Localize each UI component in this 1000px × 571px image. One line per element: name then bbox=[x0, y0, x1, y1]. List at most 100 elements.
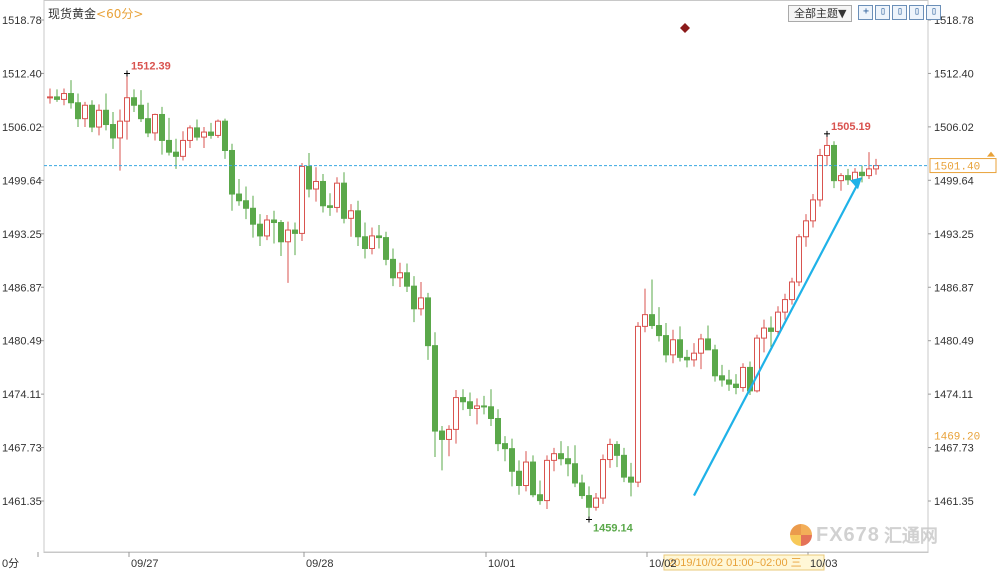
candle-body[interactable] bbox=[775, 311, 781, 332]
candle-body[interactable] bbox=[677, 339, 683, 358]
candle-body[interactable] bbox=[558, 453, 564, 460]
candle-body[interactable] bbox=[110, 124, 116, 139]
candle-body[interactable] bbox=[383, 237, 389, 260]
candle-body[interactable] bbox=[446, 428, 452, 440]
candle-body[interactable] bbox=[761, 327, 767, 339]
candle-body[interactable] bbox=[166, 139, 172, 153]
candle-body[interactable] bbox=[61, 93, 67, 100]
candle-body[interactable] bbox=[82, 104, 88, 120]
candle-body[interactable] bbox=[355, 210, 361, 238]
topic-select[interactable]: 全部主题▼ bbox=[788, 5, 853, 22]
candle-body[interactable] bbox=[754, 337, 760, 392]
candle-body[interactable] bbox=[551, 453, 557, 461]
candle-body[interactable] bbox=[628, 476, 634, 483]
candle-body[interactable] bbox=[502, 443, 508, 450]
candle-body[interactable] bbox=[712, 349, 718, 377]
candle-body[interactable] bbox=[425, 297, 431, 347]
candle-body[interactable] bbox=[670, 339, 676, 356]
candle-body[interactable] bbox=[488, 406, 494, 420]
candle-body[interactable] bbox=[824, 144, 830, 157]
settings-icon[interactable]: ▯ bbox=[926, 5, 942, 20]
candle-body[interactable] bbox=[866, 168, 872, 177]
candle-body[interactable] bbox=[215, 120, 221, 136]
candle-body[interactable] bbox=[124, 97, 130, 122]
candle-body[interactable] bbox=[537, 494, 543, 502]
candle-body[interactable] bbox=[341, 182, 347, 219]
candle-body[interactable] bbox=[621, 454, 627, 478]
candle-body[interactable] bbox=[481, 405, 487, 408]
candle-body[interactable] bbox=[768, 327, 774, 332]
candle-body[interactable] bbox=[782, 299, 788, 313]
candle-body[interactable] bbox=[236, 193, 242, 202]
candle-body[interactable] bbox=[453, 397, 459, 430]
candle-body[interactable] bbox=[418, 297, 424, 310]
candle-body[interactable] bbox=[796, 236, 802, 283]
candle-body[interactable] bbox=[334, 182, 340, 208]
candle-body[interactable] bbox=[467, 401, 473, 409]
candle-body[interactable] bbox=[222, 120, 228, 151]
candle-body[interactable] bbox=[327, 205, 333, 208]
candle-body[interactable] bbox=[271, 219, 277, 224]
candle-body[interactable] bbox=[642, 314, 648, 327]
candle-body[interactable] bbox=[208, 131, 214, 136]
candle-body[interactable] bbox=[138, 104, 144, 120]
fullscreen-icon[interactable]: ▯ bbox=[909, 5, 925, 20]
candle-body[interactable] bbox=[96, 109, 102, 128]
candle-body[interactable] bbox=[544, 459, 550, 502]
period-selector[interactable]: <60分> bbox=[96, 7, 144, 21]
candle-body[interactable] bbox=[201, 131, 207, 138]
candle-body[interactable] bbox=[740, 366, 746, 389]
candle-body[interactable] bbox=[726, 379, 732, 385]
candle-body[interactable] bbox=[117, 120, 123, 139]
candle-body[interactable] bbox=[299, 165, 305, 234]
candle-body[interactable] bbox=[572, 463, 578, 484]
candle-body[interactable] bbox=[369, 235, 375, 249]
candle-body[interactable] bbox=[649, 314, 655, 327]
candle-body[interactable] bbox=[68, 93, 74, 104]
candle-body[interactable] bbox=[243, 200, 249, 209]
candle-body[interactable] bbox=[579, 482, 585, 497]
candle-body[interactable] bbox=[831, 144, 837, 182]
candle-body[interactable] bbox=[495, 418, 501, 445]
event-diamond-icon[interactable] bbox=[680, 23, 690, 33]
candle-body[interactable] bbox=[145, 118, 151, 134]
candle-body[interactable] bbox=[810, 199, 816, 222]
candle-body[interactable] bbox=[292, 229, 298, 234]
candle-body[interactable] bbox=[131, 97, 137, 106]
candle-body[interactable] bbox=[54, 96, 60, 100]
candle-body[interactable] bbox=[516, 470, 522, 487]
candle-body[interactable] bbox=[859, 171, 865, 177]
zoom-out-icon[interactable]: ▯ bbox=[875, 5, 891, 20]
candle-body[interactable] bbox=[348, 210, 354, 219]
candle-body[interactable] bbox=[173, 151, 179, 157]
candle-body[interactable] bbox=[75, 102, 81, 120]
candle-body[interactable] bbox=[159, 113, 165, 141]
candle-body[interactable] bbox=[873, 165, 879, 170]
candle-body[interactable] bbox=[250, 207, 256, 225]
candle-body[interactable] bbox=[264, 219, 270, 237]
candle-body[interactable] bbox=[530, 461, 536, 496]
candle-body[interactable] bbox=[691, 352, 697, 361]
candle-body[interactable] bbox=[663, 335, 669, 356]
candle-body[interactable] bbox=[607, 443, 613, 461]
candle-body[interactable] bbox=[313, 180, 319, 190]
candle-body[interactable] bbox=[376, 235, 382, 239]
candle-body[interactable] bbox=[320, 180, 326, 207]
candle-body[interactable] bbox=[89, 104, 95, 128]
candle-body[interactable] bbox=[523, 461, 529, 487]
candle-body[interactable] bbox=[614, 443, 620, 456]
candle-body[interactable] bbox=[397, 272, 403, 279]
candle-body[interactable] bbox=[719, 375, 725, 381]
candle-body[interactable] bbox=[635, 325, 641, 483]
candle-body[interactable] bbox=[306, 165, 312, 190]
layout-icon[interactable]: ▯ bbox=[892, 5, 908, 20]
candle-body[interactable] bbox=[817, 155, 823, 201]
candle-body[interactable] bbox=[103, 109, 109, 126]
candle-body[interactable] bbox=[565, 458, 571, 465]
candle-body[interactable] bbox=[474, 405, 480, 409]
candle-body[interactable] bbox=[47, 96, 53, 99]
candle-body[interactable] bbox=[439, 430, 445, 440]
candle-body[interactable] bbox=[600, 459, 606, 499]
candle-body[interactable] bbox=[187, 127, 193, 141]
